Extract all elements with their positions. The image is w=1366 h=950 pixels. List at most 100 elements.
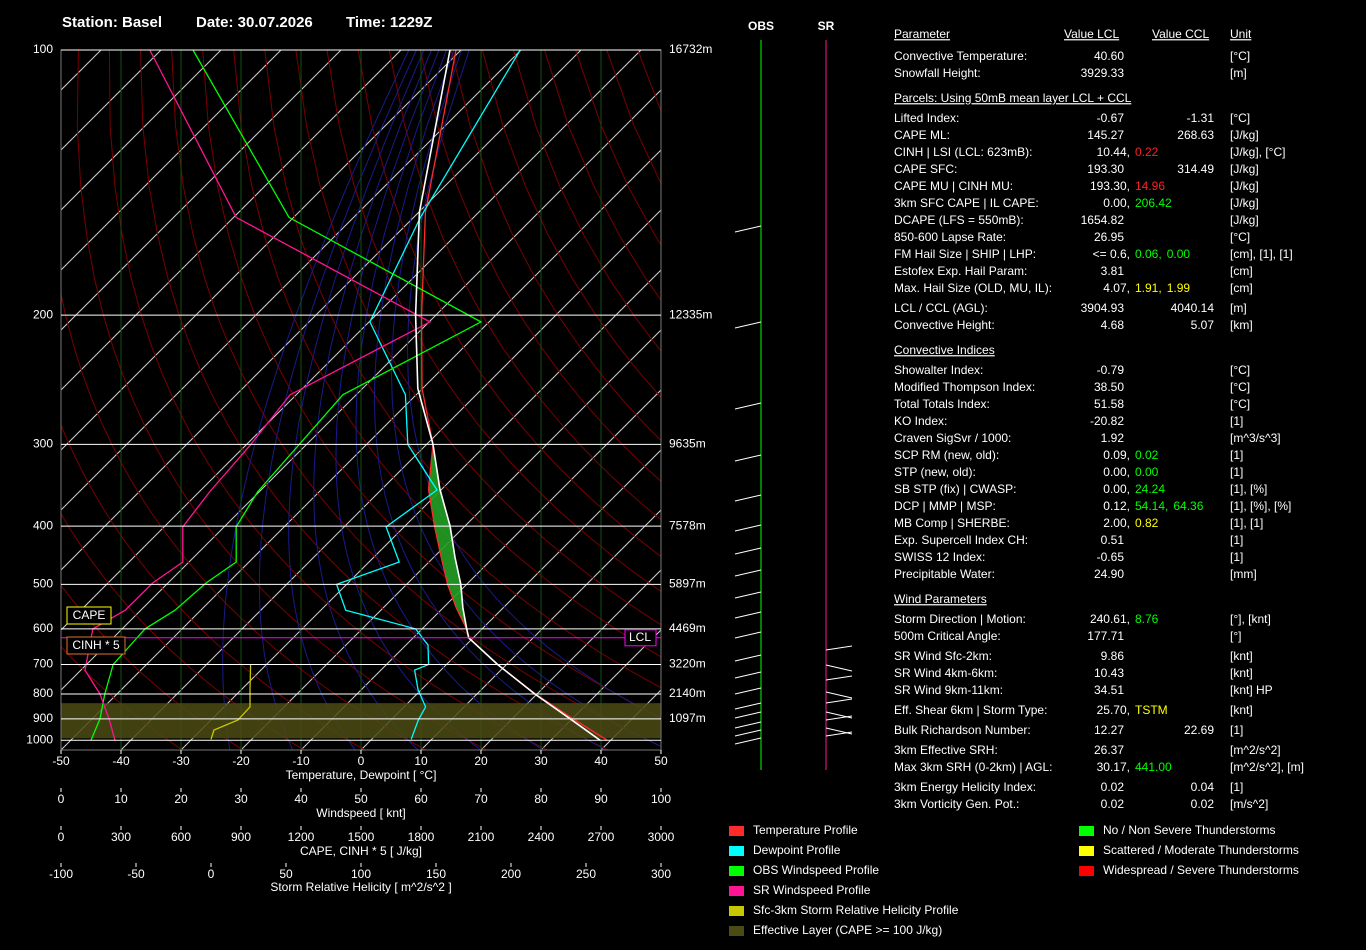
wind-barb (734, 591, 762, 599)
value-lcl: 51.58 (1094, 397, 1124, 411)
value-part: 64.36 (1173, 499, 1203, 513)
unit: [°C] (1230, 397, 1250, 411)
value-lcl-more: 0.06, 0.00 (1135, 247, 1190, 261)
row-label: KO Index: (894, 414, 947, 428)
legend-label: Widespread / Severe Thunderstorms (1103, 863, 1299, 877)
table-column-header: Parameter (894, 27, 950, 41)
isotherm-guide (240, 329, 661, 750)
legend-label: Sfc-3km Storm Relative Helicity Profile (753, 903, 959, 917)
axis-title: Windspeed [ knt] (316, 806, 405, 820)
unit: [°C] (1230, 49, 1250, 63)
x-tick-label: 0 (58, 830, 65, 844)
isotherm-guide (120, 209, 661, 750)
row-label: Bulk Richardson Number: (894, 723, 1031, 737)
section-title: Convective Indices (894, 343, 995, 357)
wind-barb (734, 321, 762, 329)
unit: [1] (1230, 550, 1243, 564)
value-lcl: 38.50 (1094, 380, 1124, 394)
unit: [°] (1230, 629, 1241, 643)
dry-adiabat (450, 50, 661, 442)
wind-barb (734, 547, 762, 555)
value-lcl-more: 0.22 (1135, 145, 1159, 159)
unit: [1] (1230, 414, 1243, 428)
lcl-box (624, 629, 657, 647)
value-lcl: 40.60 (1094, 49, 1124, 63)
effective-layer (61, 703, 661, 739)
legend-swatch (1079, 826, 1094, 836)
legend-label: Scattered / Moderate Thunderstorms (1103, 843, 1299, 857)
value-lcl: -0.65 (1097, 550, 1125, 564)
row-label: Eff. Shear 6km | Storm Type: (894, 703, 1047, 717)
dry-adiabat (295, 50, 661, 626)
x-tick-label: 20 (174, 792, 188, 806)
isotherm-guide (61, 50, 282, 271)
value-lcl-more: TSTM (1135, 703, 1168, 717)
value-lcl: 0.02 (1101, 797, 1125, 811)
legend-label: Effective Layer (CAPE >= 100 J/kg) (753, 923, 942, 937)
axis-title: Storm Relative Helicity [ m^2/s^2 ] (270, 880, 451, 894)
legend-label: No / Non Severe Thunderstorms (1103, 823, 1276, 837)
x-tick-label: -50 (52, 754, 70, 768)
unit: [1] (1230, 533, 1243, 547)
legend-label: OBS Windspeed Profile (753, 863, 879, 877)
legend-swatch (729, 906, 744, 916)
value-lcl-more: 206.42 (1135, 196, 1172, 210)
wind-barb (734, 721, 762, 729)
value-lcl: 0.00, (1103, 196, 1130, 210)
value-lcl-more: 8.76 (1135, 612, 1159, 626)
table-column-header: Value CCL (1152, 27, 1209, 41)
value-lcl: 177.71 (1087, 629, 1124, 643)
isotherm-guide (61, 149, 661, 750)
x-tick-label: 1200 (288, 830, 315, 844)
row-label: MB Comp | SHERBE: (894, 516, 1010, 530)
height-label: 4469m (669, 621, 706, 635)
wind-barb (825, 715, 853, 721)
row-label: SB STP (fix) | CWASP: (894, 482, 1016, 496)
value-lcl: -0.79 (1097, 363, 1125, 377)
value-ccl: 4040.14 (1171, 301, 1215, 315)
unit: [mm] (1230, 567, 1257, 581)
unit: [1] (1230, 780, 1243, 794)
profile-line (210, 664, 252, 740)
value-lcl-more: 0.82 (1135, 516, 1159, 530)
wind-barb (825, 691, 853, 699)
x-tick-label: 40 (294, 792, 308, 806)
x-tick-label: 10 (414, 754, 428, 768)
row-label: SR Wind 4km-6km: (894, 666, 997, 680)
wind-barb (734, 454, 762, 462)
table-column-header: Value LCL (1064, 27, 1119, 41)
cape-area (428, 444, 467, 629)
x-tick-label: -100 (49, 867, 73, 881)
value-lcl: 9.86 (1101, 649, 1125, 663)
axis-title: Temperature, Dewpoint [ °C] (286, 768, 437, 782)
x-tick-label: -10 (292, 754, 310, 768)
row-label: Total Totals Index: (894, 397, 990, 411)
unit: [J/kg] (1230, 179, 1259, 193)
unit: [1], [1] (1230, 516, 1263, 530)
wind-barb (734, 225, 762, 233)
x-tick-label: 2400 (528, 830, 555, 844)
value-part: 441.00 (1135, 760, 1172, 774)
legend-swatch (729, 846, 744, 856)
dry-adiabat (202, 50, 661, 719)
unit: [1], [%] (1230, 482, 1267, 496)
unit: [knt] HP (1230, 683, 1273, 697)
row-label: 3km Vorticity Gen. Pot.: (894, 797, 1019, 811)
legend-swatch (729, 826, 744, 836)
cinh-label: CINH * 5 (72, 638, 120, 652)
value-part: 24.24 (1135, 482, 1165, 496)
isotherm-guide (61, 50, 222, 211)
value-part: TSTM (1135, 703, 1168, 717)
value-lcl-more: 441.00 (1135, 760, 1172, 774)
wind-barb (825, 698, 853, 704)
value-part: 0.06, (1135, 247, 1162, 261)
row-label: LCL / CCL (AGL): (894, 301, 988, 315)
wind-barb (734, 631, 762, 639)
value-lcl-more: 0.00 (1135, 465, 1159, 479)
legend-label: SR Windspeed Profile (753, 883, 871, 897)
value-lcl: 240.61, (1090, 612, 1130, 626)
row-label: STP (new, old): (894, 465, 976, 479)
row-label: CAPE ML: (894, 128, 950, 142)
